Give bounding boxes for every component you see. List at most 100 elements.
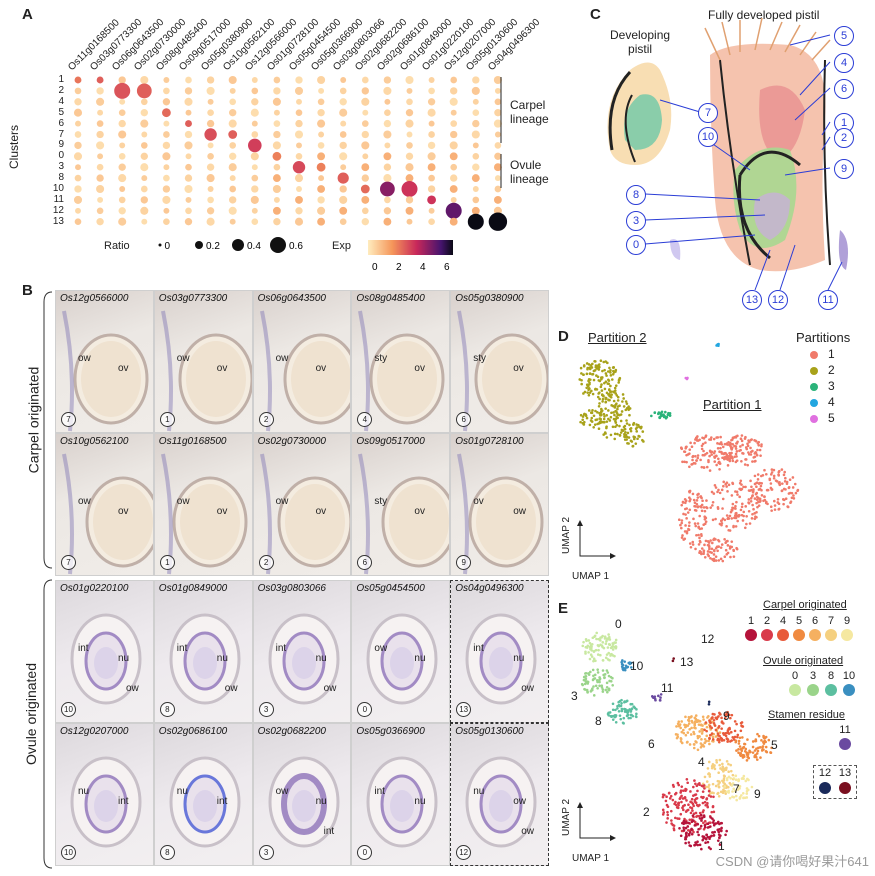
umap-e-point-1 [696,840,699,844]
umap-e-point-2 [695,803,699,807]
umap-e-point-9 [738,796,742,799]
umap-point-partition-1 [736,440,739,444]
umap-e-point-5 [756,732,759,736]
umap-point-partition-1 [787,486,791,489]
umap-point-partition-1 [694,524,698,528]
umap-point-partition-2 [587,393,591,397]
umap-e-point-4 [704,721,708,724]
umap-point-partition-2 [609,371,612,374]
legend-dot [745,629,757,641]
panel-letter-a: A [22,6,33,23]
umap-point-partition-2 [610,378,614,381]
dot-Os02g0730000-c8 [141,175,148,182]
dot-Os09g0517000-c13 [184,218,193,226]
umap-point-partition-1 [777,507,781,511]
umap-e-point-4 [711,738,715,741]
umap-e-point-8 [618,714,622,717]
dot-Os01g0849000-c9 [406,142,413,149]
umap-e-point-2 [702,795,705,799]
umap-e-point-1 [687,821,691,825]
umap-e-cluster-label: 9 [723,709,730,723]
umap-e-point-5 [735,749,738,752]
dot-Os12g0207000-c6 [450,120,458,127]
tissue-label: nu [78,786,90,797]
ratio-legend-dot [232,239,244,251]
umap-point-partition-1 [757,482,761,485]
umap-point-partition-1 [743,463,747,466]
umap-point-partition-1 [751,503,754,507]
umap-e-point-2 [668,797,672,800]
umap-point-partition-1 [696,505,700,509]
umap-e-point-2 [681,797,685,800]
umap-point-partition-2 [580,372,583,375]
umap-point-partition-3 [653,411,657,414]
umap-e-point-1 [697,833,700,837]
umap-d-axes [577,520,616,559]
dot-Os03g0773300-c5 [97,109,104,116]
tissue-label: sty [374,353,388,364]
umap-point-partition-2 [614,368,618,372]
tile-cluster-badge: 7 [61,555,76,570]
umap-point-partition-2 [618,424,621,428]
umap-e-point-1 [720,821,724,825]
umap-point-partition-1 [693,462,697,465]
dot-Os05g0366900-c12 [317,206,326,215]
dot-Os05g0130600-c5 [472,109,480,117]
umap-e-point-0 [593,634,597,638]
umap-e-point-0 [588,657,592,661]
legend-label: 12 [818,767,832,779]
umap-e-point-2 [702,827,706,831]
umap-e-point-5 [743,742,746,746]
umap-e-point-2 [706,801,709,805]
umap-e-point-1 [703,823,707,827]
umap-point-partition-1 [683,497,687,501]
umap-e-point-4 [736,733,740,737]
umap-e-point-4 [719,713,722,716]
umap-e-point-3 [595,679,599,682]
umap-e-point-5 [751,745,755,749]
umap-point-partition-2 [616,432,619,436]
umap-point-partition-1 [700,509,704,513]
dot-Os01g0849000-c12 [405,206,414,215]
umap-point-partition-1 [755,481,758,485]
umap-e-point-0 [609,653,613,656]
umap-point-partition-2 [582,373,585,376]
umap-point-partition-1 [721,445,725,449]
ratio-legend-tick: 0 [165,241,171,252]
tile-gene-name: Os03g0803066 [257,583,326,594]
umap-e-point-2 [680,800,683,804]
dot-Os09g0517000-c4 [184,97,193,106]
umap-e-point-6 [703,737,707,741]
tile-gene-name: Os05g0366900 [356,726,425,737]
exp-colorbar [368,240,453,255]
umap-point-partition-1 [721,507,724,510]
dot-Os02g0682200-c11 [361,195,370,204]
ratio-legend-dot [158,243,162,247]
umap-point-partition-1 [751,460,754,463]
umap-e-point-2 [676,781,680,785]
umap-e-point-5 [759,756,762,759]
dot-Os05g0366900-c11 [317,196,325,204]
umap-e-point-2 [669,809,673,813]
umap-point-partition-2 [612,369,615,373]
umap-point-partition-1 [753,455,757,459]
umap-e-point-6 [698,730,701,733]
umap-e-point-5 [754,753,757,757]
umap-point-partition-2 [614,384,618,387]
umap-e-point-6 [682,731,686,735]
dot-Os03g0773300-c4 [96,97,105,106]
umap-e-point-0 [607,633,610,636]
umap-e-point-2 [679,791,682,794]
umap-point-partition-2 [596,375,600,379]
umap-e-point-2 [701,790,705,793]
umap-e-point-2 [692,804,695,808]
umap-e-point-6 [708,742,711,746]
umap-point-partition-1 [702,552,705,556]
umap-e-point-2 [694,801,698,805]
umap-point-partition-1 [723,537,726,541]
umap-e-point-7 [722,767,725,770]
tile-gene-name: Os02g0730000 [257,436,326,447]
umap-point-partition-1 [750,485,753,489]
umap-point-partition-1 [733,514,737,517]
tissue-drawing [465,613,537,705]
